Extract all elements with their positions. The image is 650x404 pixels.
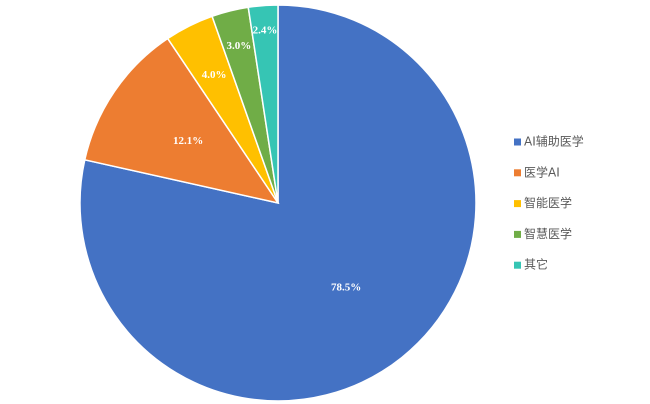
data-label: 3.0% [226, 40, 251, 52]
legend-label: 智能医学 [524, 195, 572, 210]
legend-label: 智慧医学 [524, 226, 572, 241]
legend-label: 其它 [524, 257, 548, 272]
legend-swatch [514, 138, 521, 146]
legend-label: 医学AI [524, 164, 560, 179]
legend-swatch [514, 261, 521, 269]
legend-swatch [514, 169, 521, 177]
legend-swatch [514, 200, 521, 208]
pie-slice [247, 4, 279, 204]
pie-slice [83, 37, 280, 205]
data-label: 4.0% [202, 69, 227, 81]
legend-label: AI辅助医学 [524, 134, 584, 149]
legend-swatch [514, 230, 521, 238]
data-label: 2.4% [253, 24, 278, 36]
data-label: 12.1% [173, 135, 203, 147]
data-label: 78.5% [331, 282, 361, 294]
